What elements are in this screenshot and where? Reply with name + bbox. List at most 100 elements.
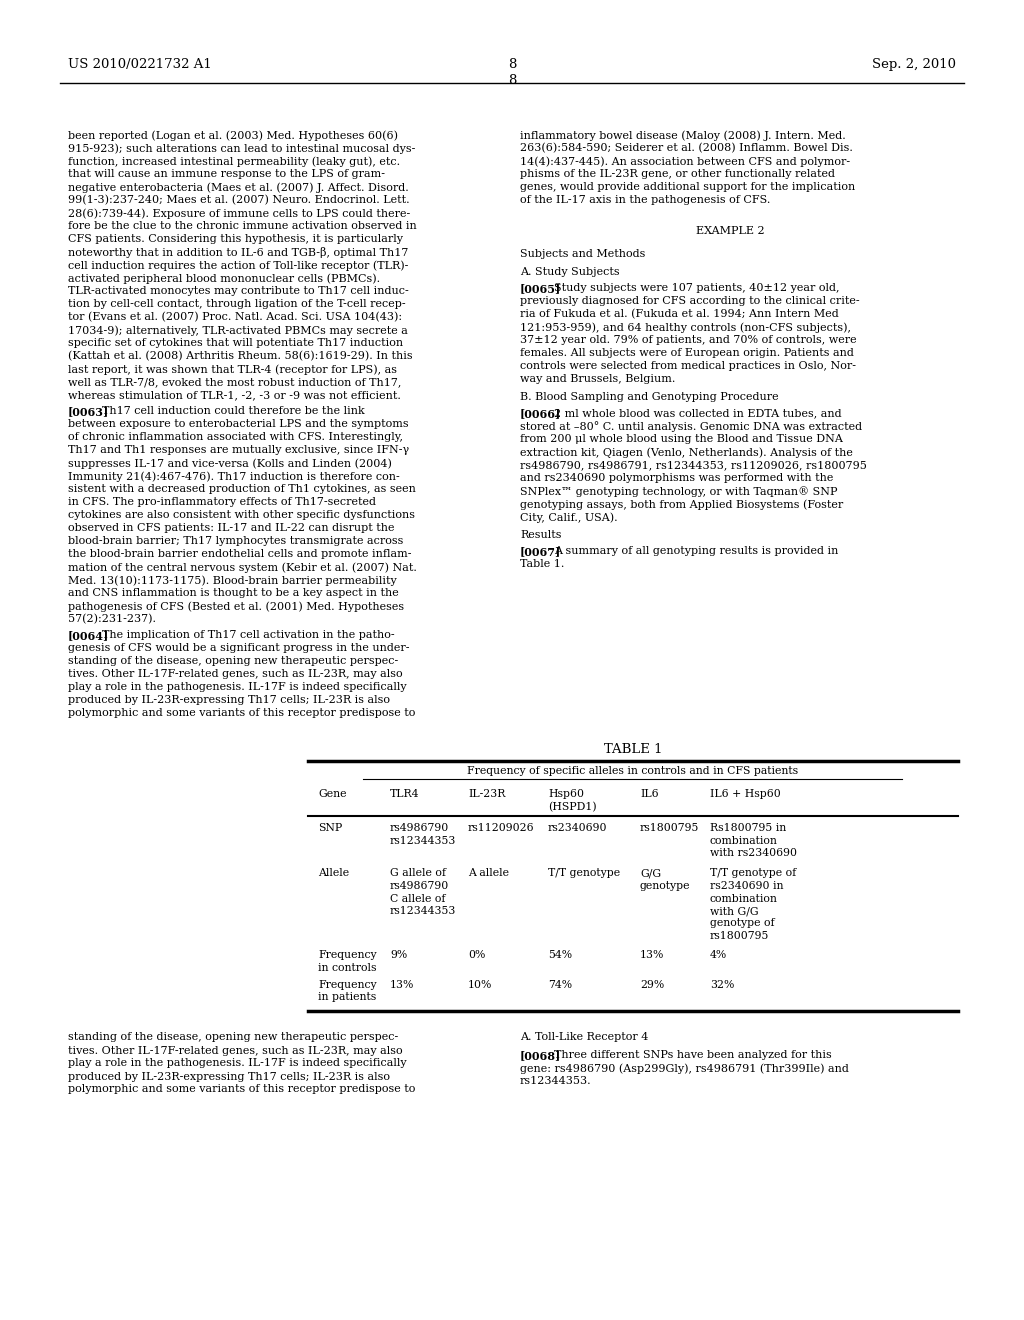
Text: IL6 + Hsp60: IL6 + Hsp60 (710, 789, 780, 799)
Text: Results: Results (520, 531, 561, 540)
Text: sistent with a decreased production of Th1 cytokines, as seen: sistent with a decreased production of T… (68, 484, 416, 494)
Text: rs2340690: rs2340690 (548, 822, 607, 833)
Text: T/T genotype of: T/T genotype of (710, 869, 797, 879)
Text: Allele: Allele (318, 869, 349, 879)
Text: A summary of all genotyping results is provided in: A summary of all genotyping results is p… (554, 546, 839, 556)
Text: TLR4: TLR4 (390, 789, 420, 799)
Text: A allele: A allele (468, 869, 509, 879)
Text: activated peripheral blood mononuclear cells (PBMCs).: activated peripheral blood mononuclear c… (68, 273, 380, 284)
Text: rs4986790: rs4986790 (390, 880, 450, 891)
Text: rs12344353: rs12344353 (390, 906, 457, 916)
Text: observed in CFS patients: IL-17 and IL-22 can disrupt the: observed in CFS patients: IL-17 and IL-2… (68, 523, 394, 533)
Text: 14(4):437-445). An association between CFS and polymor-: 14(4):437-445). An association between C… (520, 156, 850, 166)
Text: Frequency: Frequency (318, 979, 377, 990)
Text: with G/G: with G/G (710, 906, 759, 916)
Text: 8: 8 (508, 58, 516, 71)
Text: fore be the clue to the chronic immune activation observed in: fore be the clue to the chronic immune a… (68, 220, 417, 231)
Text: TLR-activated monocytes may contribute to Th17 cell induc-: TLR-activated monocytes may contribute t… (68, 286, 409, 296)
Text: 17034-9); alternatively, TLR-activated PBMCs may secrete a: 17034-9); alternatively, TLR-activated P… (68, 325, 408, 335)
Text: G/G: G/G (640, 869, 662, 879)
Text: 29%: 29% (640, 979, 665, 990)
Text: Med. 13(10):1173-1175). Blood-brain barrier permeability: Med. 13(10):1173-1175). Blood-brain barr… (68, 576, 396, 586)
Text: noteworthy that in addition to IL-6 and TGB-β, optimal Th17: noteworthy that in addition to IL-6 and … (68, 247, 409, 257)
Text: B. Blood Sampling and Genotyping Procedure: B. Blood Sampling and Genotyping Procedu… (520, 392, 778, 403)
Text: well as TLR-7/8, evoked the most robust induction of Th17,: well as TLR-7/8, evoked the most robust … (68, 378, 401, 387)
Text: Frequency of specific alleles in controls and in CFS patients: Frequency of specific alleles in control… (467, 766, 799, 776)
Text: US 2010/0221732 A1: US 2010/0221732 A1 (68, 58, 212, 71)
Text: 2 ml whole blood was collected in EDTA tubes, and: 2 ml whole blood was collected in EDTA t… (554, 408, 842, 418)
Text: genotyping assays, both from Applied Biosystems (Foster: genotyping assays, both from Applied Bio… (520, 499, 843, 510)
Text: 915-923); such alterations can lead to intestinal mucosal dys-: 915-923); such alterations can lead to i… (68, 143, 416, 153)
Text: 13%: 13% (640, 950, 665, 961)
Text: polymorphic and some variants of this receptor predispose to: polymorphic and some variants of this re… (68, 1085, 416, 1094)
Text: Rs1800795 in: Rs1800795 in (710, 822, 786, 833)
Text: way and Brussels, Belgium.: way and Brussels, Belgium. (520, 374, 676, 384)
Text: previously diagnosed for CFS according to the clinical crite-: previously diagnosed for CFS according t… (520, 296, 859, 306)
Text: polymorphic and some variants of this receptor predispose to: polymorphic and some variants of this re… (68, 708, 416, 718)
Text: genesis of CFS would be a significant progress in the under-: genesis of CFS would be a significant pr… (68, 643, 410, 653)
Text: function, increased intestinal permeability (leaky gut), etc.: function, increased intestinal permeabil… (68, 156, 400, 166)
Text: CFS patients. Considering this hypothesis, it is particularly: CFS patients. Considering this hypothesi… (68, 234, 403, 244)
Text: Table 1.: Table 1. (520, 558, 564, 569)
Text: SNPlex™ genotyping technology, or with Taqman® SNP: SNPlex™ genotyping technology, or with T… (520, 486, 838, 496)
Text: 121:953-959), and 64 healthy controls (non-CFS subjects),: 121:953-959), and 64 healthy controls (n… (520, 322, 851, 333)
Text: Sep. 2, 2010: Sep. 2, 2010 (872, 58, 956, 71)
Text: gene: rs4986790 (Asp299Gly), rs4986791 (Thr399Ile) and: gene: rs4986790 (Asp299Gly), rs4986791 (… (520, 1064, 849, 1074)
Text: [0065]: [0065] (520, 282, 561, 294)
Text: phisms of the IL-23R gene, or other functionally related: phisms of the IL-23R gene, or other func… (520, 169, 835, 180)
Text: The implication of Th17 cell activation in the patho-: The implication of Th17 cell activation … (102, 630, 394, 640)
Text: 32%: 32% (710, 979, 734, 990)
Text: mation of the central nervous system (Kebir et al. (2007) Nat.: mation of the central nervous system (Ke… (68, 562, 417, 573)
Text: standing of the disease, opening new therapeutic perspec-: standing of the disease, opening new the… (68, 656, 398, 667)
Text: combination: combination (710, 894, 778, 903)
Text: Frequency: Frequency (318, 950, 377, 961)
Text: pathogenesis of CFS (Bested et al. (2001) Med. Hypotheses: pathogenesis of CFS (Bested et al. (2001… (68, 601, 404, 611)
Text: T/T genotype: T/T genotype (548, 869, 621, 879)
Text: Th17 and Th1 responses are mutually exclusive, since IFN-γ: Th17 and Th1 responses are mutually excl… (68, 445, 410, 455)
Text: between exposure to enterobacterial LPS and the symptoms: between exposure to enterobacterial LPS … (68, 418, 409, 429)
Text: last report, it was shown that TLR-4 (receptor for LPS), as: last report, it was shown that TLR-4 (re… (68, 364, 397, 375)
Text: produced by IL-23R-expressing Th17 cells; IL-23R is also: produced by IL-23R-expressing Th17 cells… (68, 1072, 390, 1081)
Text: [0066]: [0066] (520, 408, 561, 418)
Text: of chronic inflammation associated with CFS. Interestingly,: of chronic inflammation associated with … (68, 432, 403, 442)
Text: of the IL-17 axis in the pathogenesis of CFS.: of the IL-17 axis in the pathogenesis of… (520, 195, 770, 205)
Text: (Kattah et al. (2008) Arthritis Rheum. 58(6):1619-29). In this: (Kattah et al. (2008) Arthritis Rheum. 5… (68, 351, 413, 362)
Text: Hsp60: Hsp60 (548, 789, 584, 799)
Text: SNP: SNP (318, 822, 342, 833)
Text: rs1800795: rs1800795 (710, 931, 769, 941)
Text: suppresses IL-17 and vice-versa (Kolls and Linden (2004): suppresses IL-17 and vice-versa (Kolls a… (68, 458, 392, 469)
Text: been reported (Logan et al. (2003) Med. Hypotheses 60(6): been reported (Logan et al. (2003) Med. … (68, 129, 398, 140)
Text: A. Study Subjects: A. Study Subjects (520, 267, 620, 277)
Text: [0064]: [0064] (68, 630, 110, 642)
Text: Three different SNPs have been analyzed for this: Three different SNPs have been analyzed … (554, 1051, 831, 1060)
Text: inflammatory bowel disease (Maloy (2008) J. Intern. Med.: inflammatory bowel disease (Maloy (2008)… (520, 129, 846, 140)
Text: 28(6):739-44). Exposure of immune cells to LPS could there-: 28(6):739-44). Exposure of immune cells … (68, 209, 411, 219)
Text: tion by cell-cell contact, through ligation of the T-cell recep-: tion by cell-cell contact, through ligat… (68, 300, 406, 309)
Text: 4%: 4% (710, 950, 727, 961)
Text: in CFS. The pro-inflammatory effects of Th17-secreted: in CFS. The pro-inflammatory effects of … (68, 498, 376, 507)
Text: controls were selected from medical practices in Oslo, Nor-: controls were selected from medical prac… (520, 360, 856, 371)
Text: play a role in the pathogenesis. IL-17F is indeed specifically: play a role in the pathogenesis. IL-17F … (68, 682, 407, 692)
Text: ria of Fukuda et al. (Fukuda et al. 1994; Ann Intern Med: ria of Fukuda et al. (Fukuda et al. 1994… (520, 309, 839, 319)
Text: [0063]: [0063] (68, 407, 110, 417)
Text: rs2340690 in: rs2340690 in (710, 880, 783, 891)
Text: cell induction requires the action of Toll-like receptor (TLR)-: cell induction requires the action of To… (68, 260, 409, 271)
Text: rs4986790, rs4986791, rs12344353, rs11209026, rs1800795: rs4986790, rs4986791, rs12344353, rs1120… (520, 459, 867, 470)
Text: 263(6):584-590; Seiderer et al. (2008) Inflamm. Bowel Dis.: 263(6):584-590; Seiderer et al. (2008) I… (520, 143, 853, 153)
Text: cytokines are also consistent with other specific dysfunctions: cytokines are also consistent with other… (68, 510, 415, 520)
Text: [0067]: [0067] (520, 546, 561, 557)
Text: standing of the disease, opening new therapeutic perspec-: standing of the disease, opening new the… (68, 1032, 398, 1043)
Text: 13%: 13% (390, 979, 415, 990)
Text: rs4986790: rs4986790 (390, 822, 450, 833)
Text: G allele of: G allele of (390, 869, 446, 879)
Text: Immunity 21(4):467-476). Th17 induction is therefore con-: Immunity 21(4):467-476). Th17 induction … (68, 471, 399, 482)
Text: C allele of: C allele of (390, 894, 445, 903)
Text: from 200 μl whole blood using the Blood and Tissue DNA: from 200 μl whole blood using the Blood … (520, 434, 843, 444)
Text: that will cause an immune response to the LPS of gram-: that will cause an immune response to th… (68, 169, 385, 180)
Text: Th17 cell induction could therefore be the link: Th17 cell induction could therefore be t… (102, 407, 365, 416)
Text: 99(1-3):237-240; Maes et al. (2007) Neuro. Endocrinol. Lett.: 99(1-3):237-240; Maes et al. (2007) Neur… (68, 195, 410, 206)
Text: 10%: 10% (468, 979, 493, 990)
Text: in patients: in patients (318, 993, 376, 1002)
Text: 57(2):231-237).: 57(2):231-237). (68, 614, 156, 624)
Text: genotype of: genotype of (710, 919, 774, 928)
